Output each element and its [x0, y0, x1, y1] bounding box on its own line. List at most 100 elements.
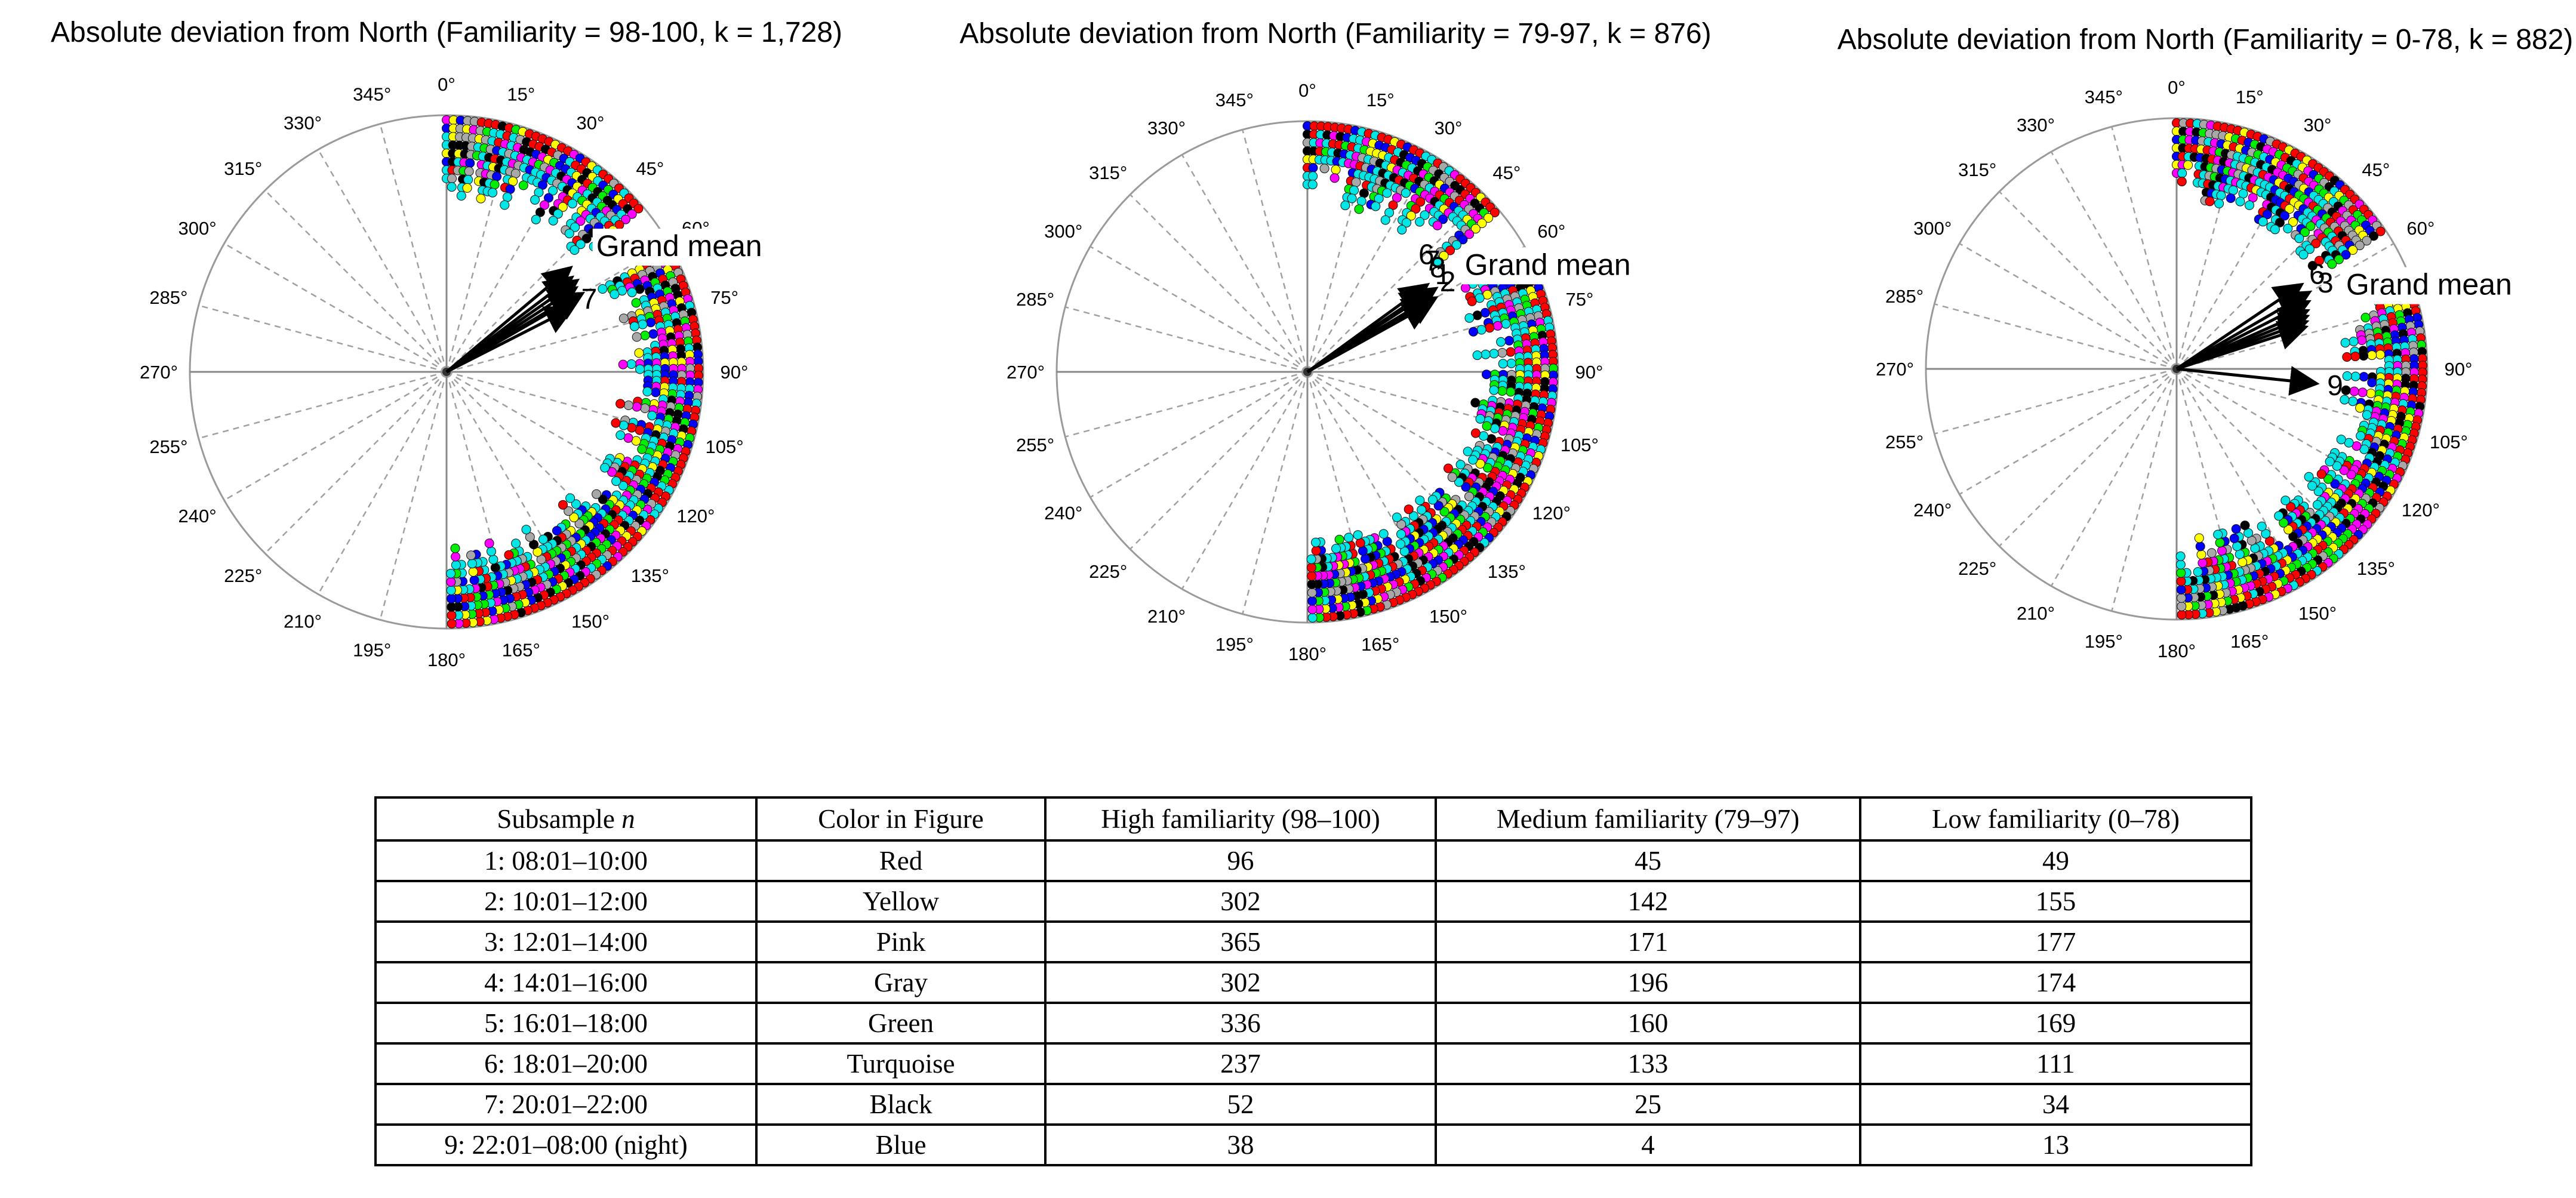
data-point	[2349, 337, 2359, 347]
cell-low: 13	[1859, 1123, 2252, 1166]
data-point	[1455, 460, 1466, 470]
data-point	[2323, 474, 2333, 484]
data-point	[564, 229, 574, 239]
arrow-label: 1	[1435, 259, 1451, 291]
data-point	[598, 494, 608, 504]
polar-plot-high-familiarity: Absolute deviation from North (Familiari…	[51, 17, 842, 670]
data-point	[1498, 426, 1508, 436]
data-point	[1464, 313, 1475, 323]
data-point	[626, 359, 636, 369]
cell-medium: 4	[1435, 1123, 1861, 1166]
data-point	[610, 290, 620, 299]
angle-tick-label: 180°	[1288, 643, 1327, 664]
data-point	[2177, 177, 2187, 187]
angle-tick-label: 270°	[1876, 359, 1914, 380]
data-point	[1417, 505, 1427, 515]
data-point	[525, 532, 535, 542]
angle-tick-label: 0°	[2168, 77, 2186, 98]
cell-subsample: 1: 08:01–10:00	[374, 839, 758, 882]
data-point	[570, 245, 580, 255]
data-point	[1308, 171, 1318, 181]
data-point	[1396, 519, 1407, 529]
table-row: 6: 18:01–20:00 Turquoise 237 133 111	[374, 1042, 2252, 1085]
data-point	[2340, 395, 2350, 405]
data-point	[553, 209, 563, 219]
data-point	[2315, 255, 2324, 266]
radial-gridline	[1934, 303, 2177, 370]
angle-tick-label: 105°	[706, 436, 744, 457]
data-point	[581, 233, 592, 244]
angle-tick-label: 285°	[1885, 286, 1923, 307]
data-point	[2359, 351, 2369, 361]
radial-gridline	[1129, 371, 1308, 550]
angle-tick-label: 180°	[2158, 640, 2196, 661]
data-point	[1415, 217, 1425, 227]
radial-gridline	[264, 190, 447, 372]
angle-tick-label: 135°	[2357, 558, 2395, 579]
data-point	[575, 216, 586, 226]
data-point	[615, 399, 626, 409]
data-point	[627, 209, 637, 219]
angle-tick-label: 180°	[427, 649, 466, 670]
data-point	[1506, 387, 1516, 397]
data-point	[2327, 259, 2337, 269]
data-point	[2294, 233, 2304, 244]
radial-gridline	[1959, 242, 2177, 370]
data-point	[464, 167, 474, 177]
data-point	[2245, 200, 2254, 210]
data-point	[2312, 500, 2322, 510]
angle-tick-label: 285°	[1016, 289, 1054, 310]
data-point	[2307, 261, 2318, 271]
data-point	[1306, 562, 1316, 572]
grand-mean-label-background	[592, 229, 779, 266]
data-point	[462, 183, 472, 193]
data-point	[2306, 221, 2316, 231]
cell-medium: 133	[1435, 1042, 1861, 1085]
data-point	[638, 319, 648, 329]
radial-gridline	[1064, 371, 1308, 438]
data-point	[1399, 546, 1409, 556]
angle-tick-label: 330°	[284, 113, 322, 134]
radial-gridline	[1129, 194, 1308, 372]
data-point	[618, 313, 629, 324]
radial-gridline	[2050, 368, 2178, 587]
data-point	[1356, 196, 1367, 206]
data-point	[1311, 546, 1321, 556]
polar-plot-low-familiarity: Absolute deviation from North (Familiari…	[1838, 24, 2574, 661]
data-point	[1497, 348, 1507, 358]
data-point	[2336, 435, 2346, 445]
data-point	[2228, 185, 2238, 195]
angle-tick-label: 300°	[1044, 221, 1082, 242]
data-point	[1467, 296, 1477, 306]
data-point	[533, 547, 543, 557]
data-point	[447, 593, 456, 603]
cell-medium: 171	[1435, 920, 1861, 963]
data-point	[607, 467, 617, 477]
angle-tick-label: 165°	[502, 640, 540, 661]
grand-mean-label: Grand mean	[596, 229, 762, 263]
data-point	[1498, 359, 1508, 369]
data-point	[2346, 470, 2356, 480]
data-point	[1489, 349, 1499, 359]
angle-tick-label: 315°	[1089, 162, 1127, 183]
table-row: 2: 10:01–12:00 Yellow 302 142 155	[374, 880, 2252, 923]
data-point	[558, 202, 568, 212]
cell-high: 302	[1044, 961, 1437, 1004]
data-point	[1445, 245, 1455, 255]
data-point	[2215, 538, 2225, 548]
data-point	[534, 187, 544, 198]
data-point	[635, 425, 645, 435]
data-point	[2367, 377, 2377, 387]
data-point	[466, 550, 476, 560]
data-point	[2175, 559, 2186, 569]
data-point	[1464, 491, 1474, 501]
angle-tick-label: 30°	[2304, 115, 2332, 135]
grand-mean-label: Grand mean	[1465, 248, 1631, 281]
data-point	[469, 575, 479, 585]
data-point	[2195, 541, 2205, 552]
cell-medium: 142	[1435, 880, 1861, 923]
data-point	[2342, 352, 2352, 362]
arrow-label: 7	[581, 284, 598, 315]
data-point	[1439, 507, 1449, 517]
data-point	[488, 555, 498, 565]
